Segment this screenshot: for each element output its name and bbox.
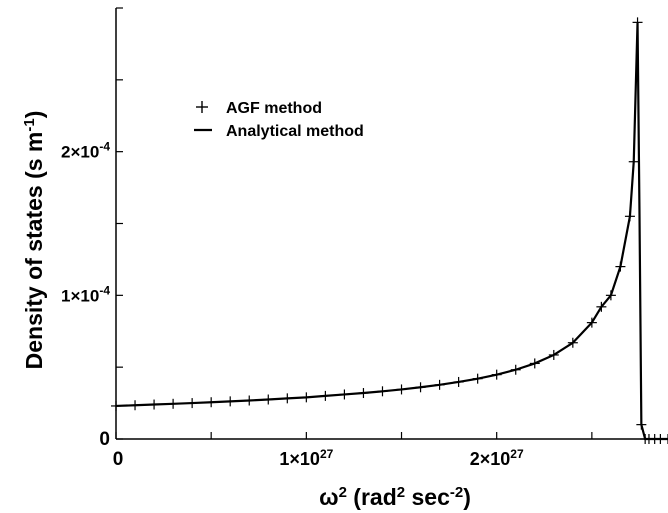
legend-analytical-label: Analytical method (226, 123, 364, 140)
x-axis-title-sup3: -2 (450, 484, 463, 501)
x-tick-label: 0 (113, 449, 124, 470)
legend: AGF method Analytical method (194, 100, 364, 140)
x-axis-title-sup: 2 (339, 484, 347, 501)
ticks-layer: 0 1×1027 2×1027 0 1×10-4 2×10-4 (61, 7, 593, 470)
legend-item-agf: AGF method (196, 100, 322, 117)
y-axis-title-main: Density of states (s m (21, 132, 47, 370)
series-line-analytical (115, 22, 668, 441)
x-tick-label: 1×1027 (279, 447, 333, 469)
x-axis-title: ω2 (rad2 sec-2) (319, 484, 471, 511)
y-tick-label: 1×10-4 (61, 283, 110, 305)
legend-agf-label: AGF method (226, 100, 322, 117)
data-layer (111, 17, 668, 444)
x-axis-title-sup2: 2 (397, 484, 405, 501)
x-axis-title-mid: sec (405, 484, 450, 510)
x-tick-label: 2×1027 (470, 447, 524, 469)
y-tick-label: 0 (99, 429, 110, 450)
y-axis-title-sup: -1 (21, 118, 38, 131)
x-axis-title-base: ω (319, 484, 338, 510)
y-axis-title-close: ) (21, 111, 47, 119)
y-axis-title: Density of states (s m-1) (21, 111, 48, 370)
x-axis-title-open: (rad (347, 484, 397, 510)
legend-item-analytical: Analytical method (194, 123, 364, 140)
x-axis-title-close: ) (463, 484, 471, 510)
y-tick-label: 2×10-4 (61, 140, 110, 162)
